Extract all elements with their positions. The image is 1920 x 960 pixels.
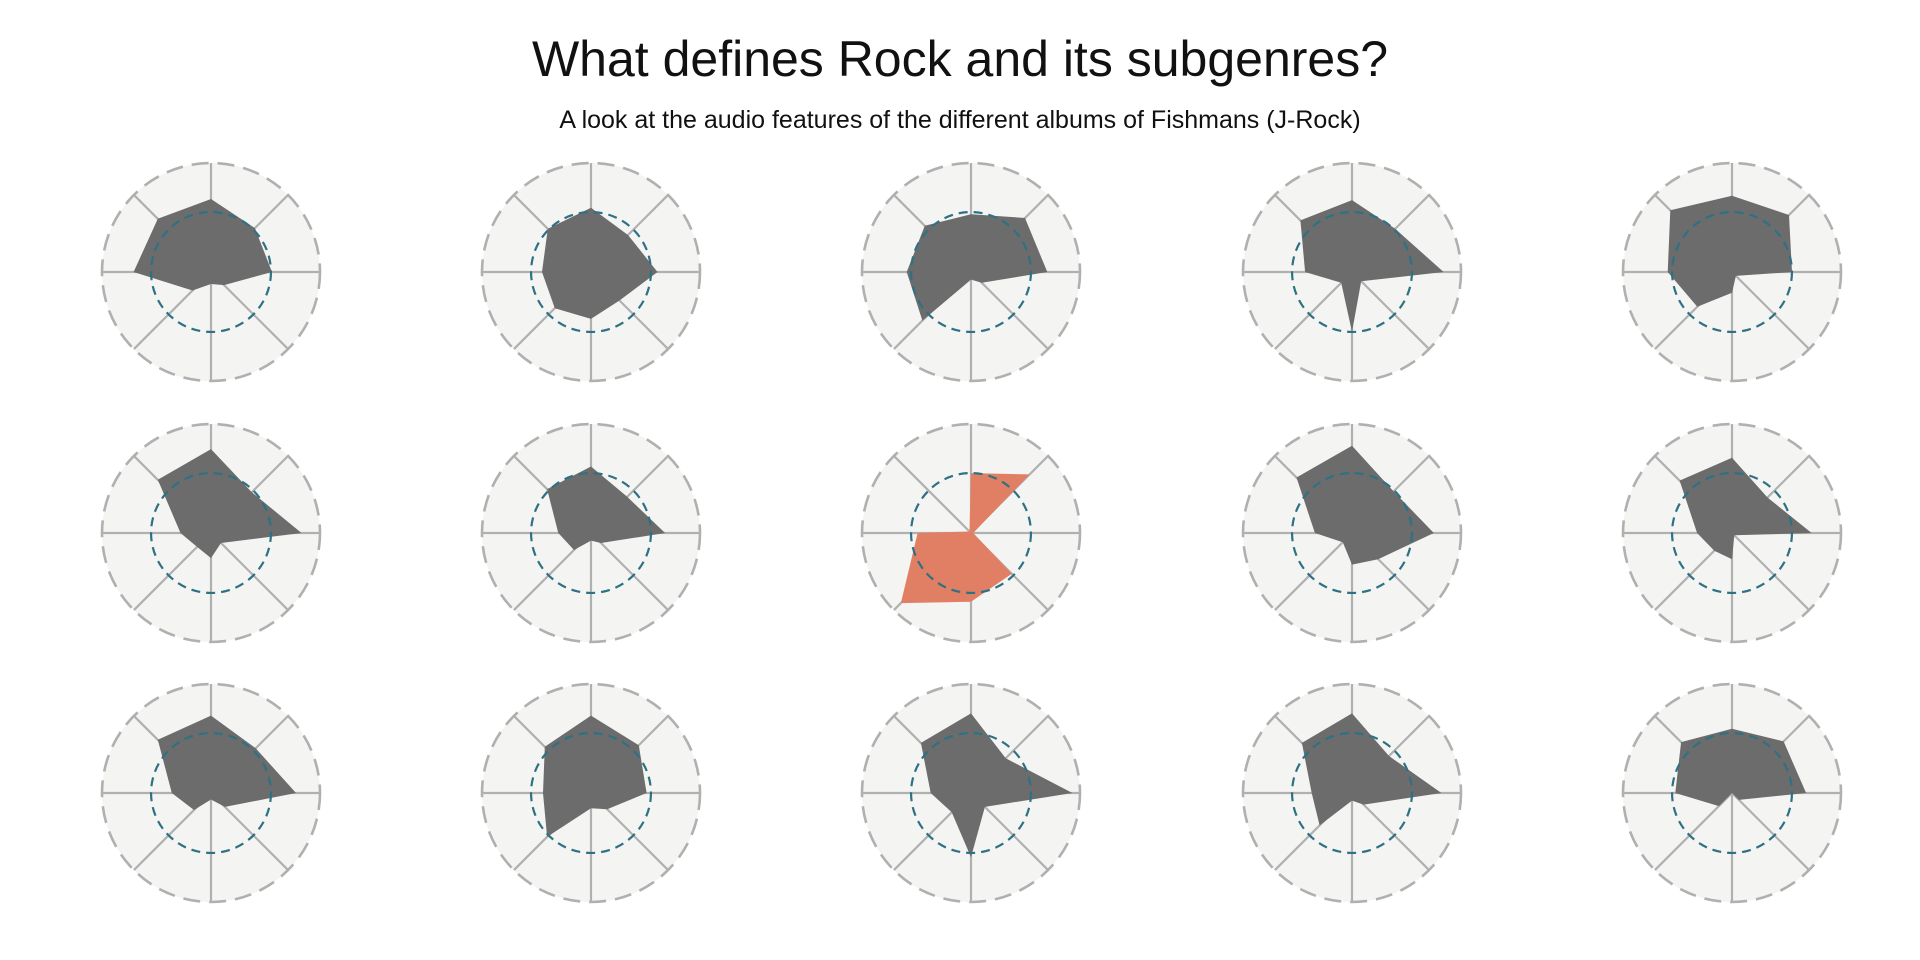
axis-spoke: [1351, 271, 1430, 350]
feature-shape: [1667, 195, 1792, 307]
radar-panel-9: [1241, 422, 1463, 644]
outer-ring: [1621, 682, 1843, 904]
feature-shape: [157, 449, 302, 559]
reference-ring: [149, 471, 273, 595]
feature-shape: [542, 207, 658, 319]
feature-shape: [547, 466, 666, 550]
feature-shape: [133, 199, 272, 291]
outer-ring: [860, 682, 1082, 904]
radar-panel-13: [860, 682, 1082, 904]
radar-panel-3: [860, 161, 1082, 383]
radar-panel-11: [100, 682, 322, 904]
outer-ring: [100, 422, 322, 644]
reference-ring: [1670, 471, 1794, 595]
reference-ring: [909, 731, 1033, 855]
axis-spoke: [893, 455, 972, 534]
radar-panel-7: [480, 422, 702, 644]
reference-ring: [529, 471, 653, 595]
outer-ring: [480, 161, 702, 383]
reference-ring: [529, 210, 653, 334]
outer-ring: [860, 161, 1082, 383]
feature-shape: [906, 214, 1048, 321]
feature-shape: [1300, 200, 1444, 332]
axis-spoke: [1731, 532, 1810, 611]
axis-spoke: [970, 271, 1049, 350]
reference-ring: [909, 471, 1033, 595]
outer-ring: [1241, 161, 1463, 383]
feature-shape: [920, 713, 1073, 858]
reference-ring: [1670, 731, 1794, 855]
feature-shape: [1301, 713, 1442, 826]
outer-ring: [860, 422, 1082, 644]
highlighted-shape: [900, 473, 1030, 604]
radar-panel-8: [860, 422, 1082, 644]
outer-ring: [100, 161, 322, 383]
radar-panel-6: [100, 422, 322, 644]
outer-ring: [480, 422, 702, 644]
radar-panel-15: [1621, 682, 1843, 904]
feature-shape: [1296, 445, 1434, 565]
outer-ring: [1621, 422, 1843, 644]
radar-panel-10: [1621, 422, 1843, 644]
radar-panel-14: [1241, 682, 1463, 904]
reference-ring: [1670, 210, 1794, 334]
chart-subtitle: A look at the audio features of the diff…: [559, 106, 1361, 134]
feature-shape: [1675, 728, 1807, 807]
reference-ring: [1290, 210, 1414, 334]
outer-ring: [480, 682, 702, 904]
reference-ring: [149, 731, 273, 855]
axis-spoke: [590, 532, 669, 611]
axis-spoke: [1274, 532, 1353, 611]
outer-ring: [1241, 422, 1463, 644]
chart-title: What defines Rock and its subgenres?: [531, 31, 1389, 87]
radar-panel-2: [480, 161, 702, 383]
feature-shape: [157, 715, 296, 810]
axis-spoke: [1274, 271, 1353, 350]
reference-ring: [149, 210, 273, 334]
radar-panel-12: [480, 682, 702, 904]
feature-shape: [1679, 457, 1812, 560]
outer-ring: [1621, 161, 1843, 383]
radar-panel-1: [100, 161, 322, 383]
axis-spoke: [1351, 792, 1430, 871]
outer-ring: [1241, 682, 1463, 904]
axis-spoke: [210, 532, 289, 611]
reference-ring: [909, 210, 1033, 334]
reference-ring: [1290, 471, 1414, 595]
reference-ring: [1290, 731, 1414, 855]
axis-spoke: [1731, 271, 1810, 350]
axis-spoke: [1654, 792, 1733, 871]
outer-ring: [100, 682, 322, 904]
radar-panel-4: [1241, 161, 1463, 383]
feature-shape: [543, 715, 647, 837]
radar-panel-5: [1621, 161, 1843, 383]
reference-ring: [529, 731, 653, 855]
axis-spoke: [1731, 792, 1810, 871]
